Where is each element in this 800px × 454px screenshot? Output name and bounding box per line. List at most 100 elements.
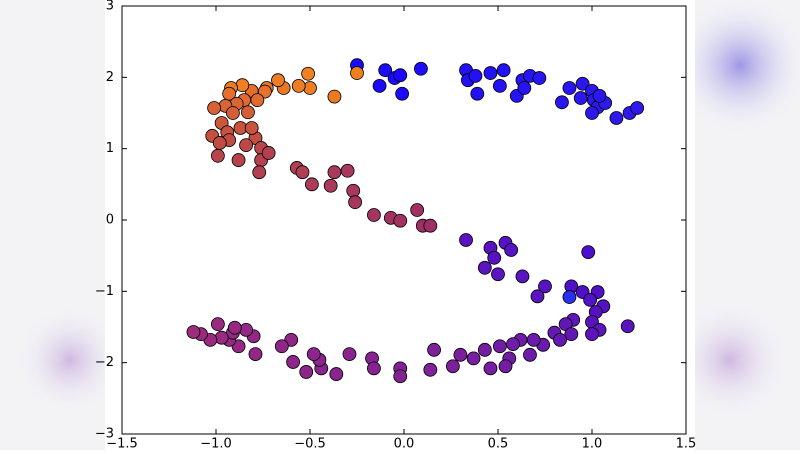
point	[207, 101, 222, 115]
point	[393, 369, 408, 384]
point	[252, 165, 267, 180]
y-tick-label: 0	[106, 213, 114, 228]
point	[323, 178, 338, 193]
point	[395, 86, 410, 101]
point	[492, 339, 507, 354]
point	[244, 121, 259, 135]
x-tick-label: −1.5	[106, 437, 138, 451]
x-tick-label: 0.5	[488, 437, 509, 451]
point	[214, 330, 229, 345]
point	[530, 289, 545, 304]
point	[515, 269, 530, 284]
point	[459, 233, 473, 247]
x-tick-label: 1.0	[582, 437, 603, 451]
point	[284, 332, 299, 347]
point	[427, 342, 441, 357]
point	[271, 73, 285, 88]
point	[504, 243, 519, 257]
point	[564, 327, 579, 342]
point	[581, 245, 596, 260]
point	[468, 69, 483, 83]
plot	[186, 58, 645, 384]
point	[274, 339, 289, 354]
point	[342, 347, 357, 362]
x-tick-label: 0.0	[394, 437, 415, 451]
x-tick-label: 1.5	[676, 437, 697, 451]
point	[250, 93, 265, 108]
point	[466, 351, 481, 366]
point	[483, 66, 498, 80]
point	[423, 362, 438, 377]
point	[470, 86, 485, 101]
point	[303, 81, 317, 95]
point	[210, 148, 225, 163]
y-tick-label: −3	[95, 427, 114, 442]
point	[517, 81, 532, 95]
point	[583, 292, 598, 307]
point	[299, 365, 314, 379]
y-tick-label: 1	[106, 141, 114, 156]
point	[487, 250, 502, 265]
point	[523, 347, 537, 362]
point	[477, 342, 492, 357]
point	[393, 213, 408, 228]
point	[348, 195, 363, 210]
point	[630, 101, 645, 115]
point	[239, 322, 253, 337]
point	[327, 165, 342, 180]
point	[445, 359, 460, 374]
point	[226, 106, 240, 120]
blur	[670, 0, 800, 135]
point	[378, 63, 393, 78]
point	[261, 146, 276, 160]
point	[477, 260, 492, 275]
point	[301, 66, 316, 81]
point	[506, 337, 520, 352]
point	[235, 78, 250, 93]
point	[526, 332, 541, 347]
blur	[15, 305, 125, 415]
point	[423, 218, 438, 233]
y-tick-label: −2	[95, 355, 114, 370]
point	[483, 361, 498, 376]
x-tick-label: −0.5	[294, 437, 326, 451]
point	[346, 183, 361, 198]
point	[532, 71, 547, 85]
point	[350, 66, 364, 80]
point	[291, 78, 306, 93]
point	[248, 347, 263, 362]
y-tick-label: 2	[106, 70, 114, 85]
point	[212, 136, 227, 150]
point	[492, 78, 507, 93]
point	[239, 138, 253, 153]
point	[241, 105, 255, 120]
point	[555, 95, 569, 110]
point	[367, 361, 381, 376]
point	[393, 68, 408, 83]
point	[585, 106, 599, 120]
point	[340, 163, 355, 178]
point	[592, 88, 607, 103]
point	[562, 290, 577, 304]
point	[609, 111, 624, 125]
y-tick-label: −1	[95, 284, 114, 299]
point	[453, 347, 468, 362]
point	[414, 61, 428, 76]
point	[585, 327, 599, 342]
point	[186, 325, 201, 339]
point	[498, 359, 513, 374]
point	[410, 203, 425, 217]
point	[304, 177, 319, 192]
point	[210, 317, 225, 332]
point	[496, 63, 511, 78]
point	[538, 279, 552, 294]
point	[367, 208, 381, 222]
blur	[670, 300, 790, 420]
point	[620, 319, 635, 334]
y-tick-label: 3	[106, 0, 114, 14]
point	[372, 78, 387, 93]
x-tick-label: −1.0	[200, 437, 232, 451]
point	[553, 332, 567, 347]
point	[329, 367, 344, 381]
